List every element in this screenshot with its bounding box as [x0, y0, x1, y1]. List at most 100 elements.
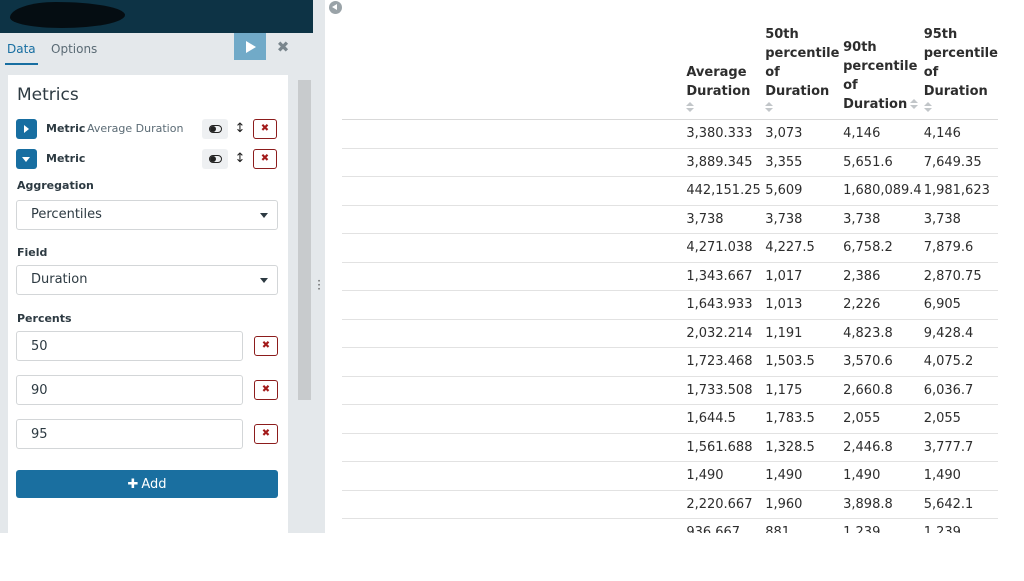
header-line: Duration	[686, 84, 751, 99]
column-header-average-duration[interactable]: Average Duration	[684, 0, 764, 120]
header-line: Average	[686, 65, 747, 80]
field-select[interactable]: Duration	[16, 265, 278, 295]
table-row: 3,738 3,738 3,738 3,738	[342, 205, 998, 234]
percent-input[interactable]	[16, 375, 243, 405]
collapse-sidebar-button[interactable]	[329, 1, 342, 14]
close-icon: ✖	[261, 428, 271, 439]
table-cell: 3,777.7	[921, 433, 998, 462]
discard-changes-button[interactable]: ✖	[271, 36, 295, 58]
close-icon: ✖	[260, 153, 270, 164]
sort-icon[interactable]	[765, 102, 774, 114]
row-spacer	[342, 319, 685, 348]
header-line: percentile	[765, 46, 840, 61]
row-spacer	[342, 262, 685, 291]
remove-percent-button[interactable]: ✖	[254, 336, 278, 356]
table-cell: 1,733.508	[684, 376, 764, 405]
table-cell: 1,239	[841, 518, 922, 533]
collapse-metric-button[interactable]	[16, 149, 37, 169]
table-cell: 1,644.5	[684, 404, 764, 434]
row-spacer	[342, 119, 685, 149]
table-cell: 1,490	[841, 461, 922, 491]
table-cell: 1,175	[763, 376, 842, 405]
add-percent-button[interactable]: ✚ Add	[16, 470, 278, 498]
percent-input[interactable]	[16, 331, 243, 361]
row-spacer	[342, 433, 685, 462]
table-cell: 4,227.5	[763, 233, 842, 263]
percent-row: ✖	[16, 419, 280, 449]
toggle-metric-button[interactable]	[202, 149, 228, 169]
column-header-95th-percentile[interactable]: 95th percentile of Duration	[921, 0, 998, 120]
arrows-vertical-icon: ↕	[234, 151, 246, 166]
remove-percent-button[interactable]: ✖	[254, 380, 278, 400]
header-line: 95th	[923, 27, 958, 42]
tab-options[interactable]: Options	[51, 42, 98, 56]
percent-input[interactable]	[16, 419, 243, 449]
metrics-title: Metrics	[17, 85, 79, 105]
chevron-left-icon	[332, 4, 337, 10]
header-line: Duration	[843, 97, 908, 112]
table-cell: 1,017	[763, 262, 842, 291]
metric-label: Metric	[46, 152, 86, 165]
table-cell: 3,738	[763, 205, 842, 234]
remove-metric-button[interactable]: ✖	[253, 119, 277, 139]
toggle-knob	[210, 156, 216, 162]
table-cell: 1,503.5	[763, 347, 842, 377]
close-icon: ✖	[261, 384, 271, 395]
column-header-50th-percentile[interactable]: 50th percentile of Duration	[763, 0, 842, 120]
add-label: Add	[141, 476, 167, 492]
row-spacer	[342, 290, 685, 320]
results-table-container: Average Duration 50th percentile of Dura…	[342, 0, 998, 533]
header-line: percentile	[843, 59, 918, 74]
table-row: 1,723.468 1,503.5 3,570.6 4,075.2	[342, 347, 998, 377]
field-label: Field	[17, 246, 48, 259]
tab-data[interactable]: Data	[5, 33, 38, 65]
table-row: 3,889.345 3,355 5,651.6 7,649.35	[342, 148, 998, 177]
remove-metric-button[interactable]: ✖	[253, 149, 277, 169]
table-cell: 4,271.038	[684, 233, 764, 263]
toggle-metric-button[interactable]	[202, 119, 228, 139]
drag-handle-icon[interactable]: · · ·	[317, 274, 321, 296]
table-row: 1,643.933 1,013 2,226 6,905	[342, 290, 998, 320]
sort-icon[interactable]	[686, 102, 695, 114]
header-line: 50th	[765, 27, 799, 42]
remove-percent-button[interactable]: ✖	[254, 424, 278, 444]
sort-icon[interactable]	[923, 102, 932, 114]
results-table: Average Duration 50th percentile of Dura…	[342, 0, 998, 533]
apply-changes-button[interactable]	[234, 33, 266, 60]
aggregation-value: Percentiles	[31, 207, 102, 222]
sidebar-scrollbar[interactable]	[298, 80, 311, 400]
row-spacer	[342, 148, 685, 177]
table-cell: 3,570.6	[841, 347, 922, 377]
editor-tab-bar: Data Options	[0, 33, 313, 65]
percent-row: ✖	[16, 375, 280, 405]
expand-metric-button[interactable]	[16, 119, 37, 139]
table-cell: 1,343.667	[684, 262, 764, 291]
table-cell: 1,191	[763, 319, 842, 348]
percent-row: ✖	[16, 331, 280, 361]
table-cell: 1,239	[921, 518, 998, 533]
table-cell: 4,823.8	[841, 319, 922, 348]
header-line: Duration	[923, 84, 988, 99]
table-cell: 442,151.25	[684, 176, 764, 206]
reorder-handle[interactable]: ↕	[230, 149, 250, 169]
row-spacer	[342, 376, 685, 405]
panel-resizer[interactable]	[313, 0, 325, 533]
caret-down-icon	[260, 213, 268, 218]
column-header-90th-percentile[interactable]: 90th percentile of Duration	[841, 0, 922, 120]
table-cell: 1,643.933	[684, 290, 764, 320]
row-spacer	[342, 233, 685, 263]
close-icon: ✖	[276, 38, 290, 56]
aggregation-select[interactable]: Percentiles	[16, 200, 278, 230]
table-cell: 7,649.35	[921, 148, 998, 177]
table-row: 1,561.688 1,328.5 2,446.8 3,777.7	[342, 433, 998, 462]
metric-row-percentiles: Metric ↕ ✖	[16, 148, 280, 170]
table-cell: 3,738	[921, 205, 998, 234]
sort-icon[interactable]	[910, 98, 919, 111]
reorder-handle[interactable]: ↕	[230, 119, 250, 139]
table-cell: 3,898.8	[841, 490, 922, 519]
row-spacer	[342, 347, 685, 377]
table-row: 4,271.038 4,227.5 6,758.2 7,879.6	[342, 233, 998, 263]
toggle-knob	[210, 126, 216, 132]
row-spacer	[342, 176, 685, 206]
table-cell: 7,879.6	[921, 233, 998, 263]
